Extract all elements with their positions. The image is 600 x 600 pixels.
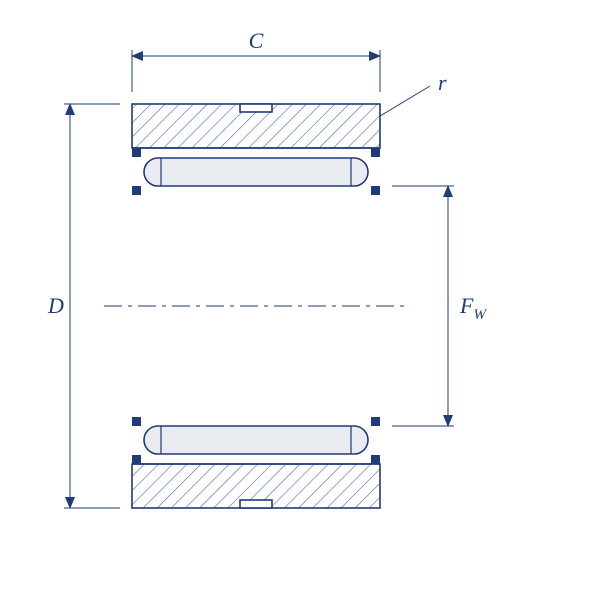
dim-Fw: FW	[392, 186, 487, 426]
label-D: D	[47, 293, 64, 318]
roller-bot	[144, 426, 368, 454]
dim-C: C	[132, 28, 380, 92]
bearing-diagram: C D FW r	[0, 0, 600, 600]
cross-section	[104, 104, 408, 508]
dim-r: r	[380, 70, 447, 116]
roller-top	[144, 158, 368, 186]
label-Fw: FW	[459, 293, 487, 323]
label-r: r	[438, 70, 447, 95]
label-C: C	[249, 28, 264, 53]
